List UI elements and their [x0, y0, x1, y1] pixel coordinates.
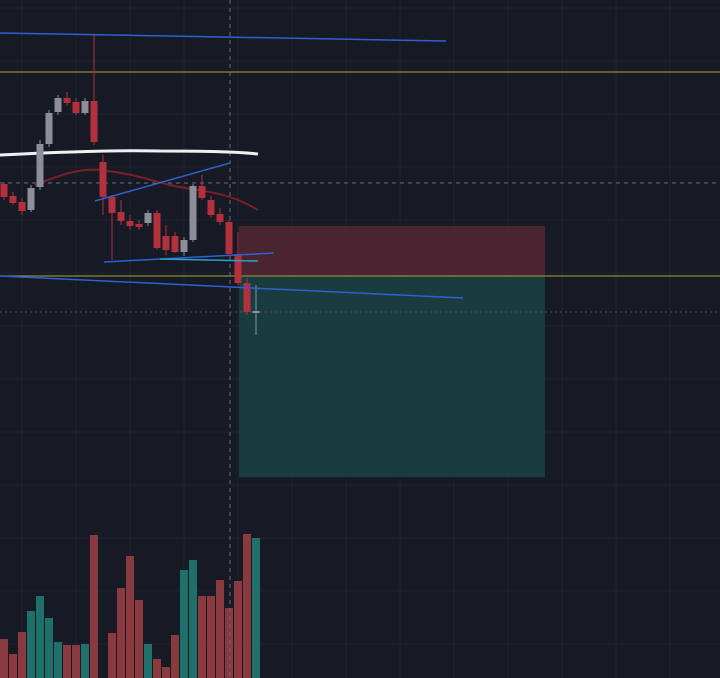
candle-body	[189, 186, 197, 240]
candle-body	[9, 196, 17, 203]
candle-body	[72, 102, 80, 113]
volume-bar	[234, 581, 242, 678]
volume-bar	[90, 535, 98, 678]
candle-body	[252, 311, 260, 313]
volume-bar	[63, 645, 71, 678]
volume-bar	[45, 618, 53, 678]
volume-bar	[153, 659, 161, 678]
volume-bar	[225, 608, 233, 678]
trend-line	[159, 258, 259, 262]
trend-line	[103, 252, 275, 263]
volume-bar	[0, 639, 8, 678]
candle-body	[153, 213, 161, 248]
candle-body	[81, 101, 89, 113]
candle-body	[27, 188, 35, 210]
volume-bar	[18, 632, 26, 678]
candle-body	[54, 98, 62, 112]
volume-bar	[27, 611, 35, 678]
trend-line	[0, 32, 447, 42]
volume-bar	[252, 538, 260, 678]
candle-body	[117, 212, 125, 221]
volume-bar	[180, 570, 188, 678]
volume-bar	[81, 644, 89, 678]
volume-bar	[36, 596, 44, 678]
volume-bar	[162, 667, 170, 678]
volume-bar	[198, 596, 206, 678]
volume-bar	[189, 560, 197, 678]
candle-body	[162, 236, 170, 250]
volume-bar	[135, 600, 143, 678]
candle-body	[243, 283, 251, 312]
candle-body	[36, 144, 44, 187]
candle-body	[90, 101, 98, 142]
trend-line	[0, 275, 464, 299]
candle-body	[207, 200, 215, 215]
target-zone	[239, 276, 545, 477]
volume-bar	[117, 588, 125, 678]
volume-layer	[0, 534, 260, 678]
candle-body	[126, 221, 134, 226]
candle-body	[144, 213, 152, 223]
candle-body	[225, 222, 233, 254]
candle-body	[234, 254, 242, 283]
stop-zone	[239, 226, 545, 276]
candle-body	[18, 202, 26, 211]
candle-body	[108, 197, 116, 213]
candle-body	[180, 240, 188, 252]
candle-body	[171, 236, 179, 252]
candle-body	[198, 186, 206, 198]
volume-bar	[144, 644, 152, 678]
volume-bar	[54, 642, 62, 678]
volume-bar	[207, 596, 215, 678]
candle-body	[0, 184, 8, 197]
volume-bar	[243, 534, 251, 678]
moving-average-red	[34, 168, 259, 211]
candle-body	[45, 113, 53, 144]
volume-bar	[171, 635, 179, 678]
candle-body	[99, 162, 107, 197]
candle-layer	[0, 35, 260, 335]
candle-body	[63, 98, 71, 103]
volume-bar	[108, 633, 116, 678]
candle-body	[216, 214, 224, 222]
moving-average-white	[0, 149, 259, 157]
volume-bar	[126, 556, 134, 678]
trend-line	[94, 162, 231, 202]
volume-bar	[9, 654, 17, 678]
volume-bar	[72, 645, 80, 678]
volume-bar	[216, 580, 224, 678]
candle-body	[135, 224, 143, 227]
